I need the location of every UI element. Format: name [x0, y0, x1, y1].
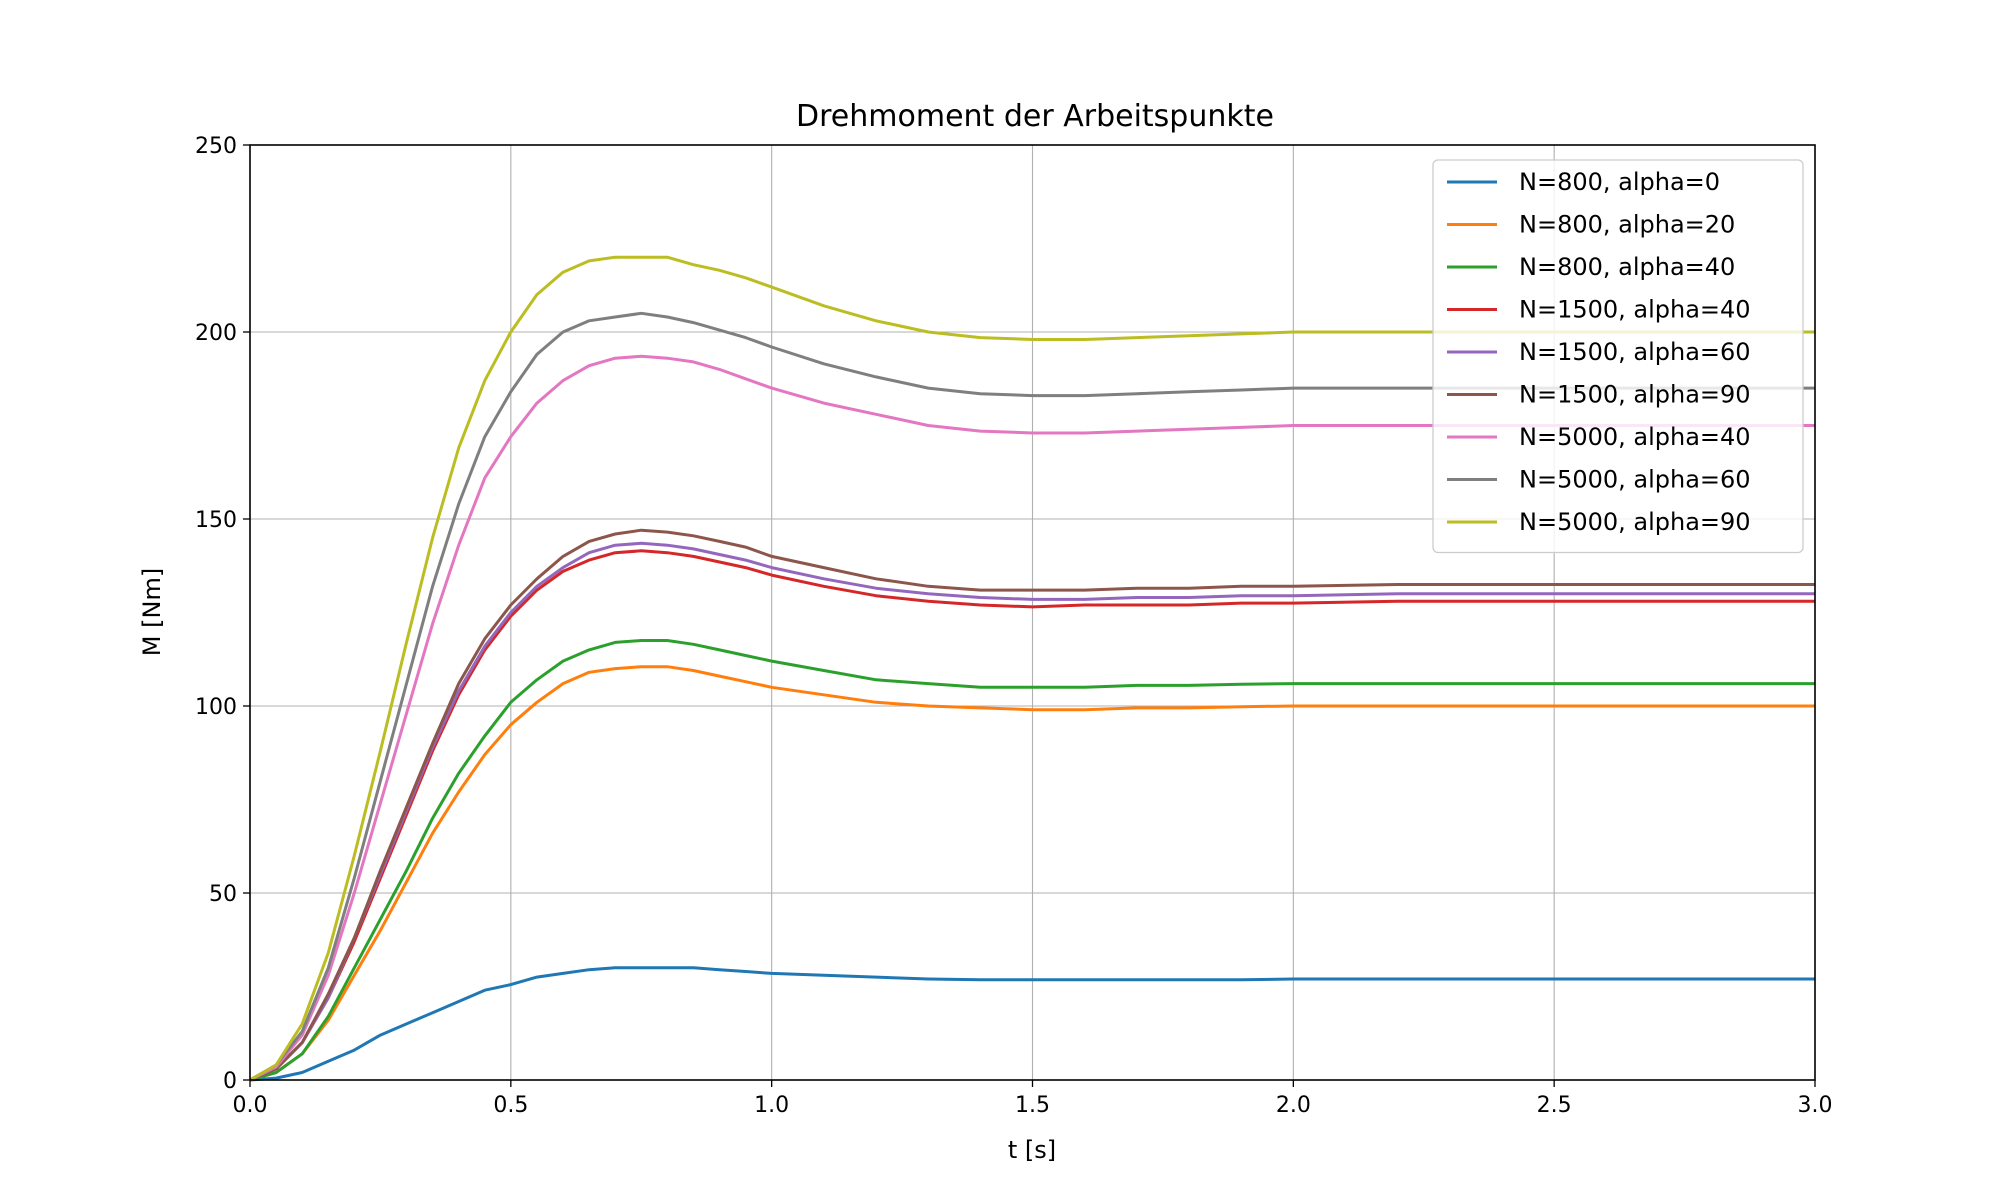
series-line-2: [249, 665, 1815, 1082]
x-tick-label: 1.0: [754, 1093, 789, 1118]
y-tick-label: 50: [209, 882, 237, 907]
legend-label: N=1500, alpha=40: [1519, 296, 1751, 324]
legend-label: N=800, alpha=0: [1519, 168, 1720, 196]
y-axis: 0 50 100 150 200 250: [195, 134, 250, 1094]
y-tick-label: 0: [223, 1069, 237, 1094]
x-tick-label: 3.0: [1798, 1093, 1833, 1118]
series-line-3: [249, 639, 1815, 1082]
x-tick-label: 0.5: [493, 1093, 528, 1118]
y-tick-label: 150: [195, 508, 237, 533]
x-tick-label: 2.5: [1537, 1093, 1572, 1118]
legend-box: [1432, 159, 1804, 554]
legend-label: N=1500, alpha=60: [1519, 338, 1751, 366]
x-tick-label: 2.0: [1276, 1093, 1311, 1118]
x-axis: 0.0 0.5 1.0 1.5 2.0 2.5 3.0: [233, 1080, 1833, 1118]
series-line-8: [249, 311, 1815, 1082]
y-tick-label: 100: [195, 695, 237, 720]
x-tick-label: 0.0: [233, 1093, 268, 1118]
legend-label: N=800, alpha=40: [1519, 253, 1735, 281]
series-line-1: [249, 966, 1815, 1082]
legend-label: N=5000, alpha=90: [1519, 508, 1751, 536]
y-tick-label: 200: [195, 321, 237, 346]
legend: N=800, alpha=0 N=800, alpha=20 N=800, alph…: [1432, 159, 1804, 554]
legend-label: N=800, alpha=20: [1519, 211, 1735, 239]
legend-label: N=1500, alpha=90: [1519, 381, 1751, 409]
legend-label: N=5000, alpha=40: [1519, 423, 1751, 451]
series-line-6: [249, 528, 1815, 1082]
series-layer: [249, 255, 1815, 1082]
series-line-7: [249, 354, 1815, 1082]
y-axis-label: M [Nm]: [138, 568, 166, 656]
x-axis-label: t [s]: [1008, 1136, 1056, 1164]
y-tick-label: 250: [195, 134, 237, 159]
legend-label: N=5000, alpha=60: [1519, 466, 1751, 494]
x-tick-label: 1.5: [1015, 1093, 1050, 1118]
chart-title: Drehmoment der Arbeitspunkte: [796, 99, 1274, 134]
series-line-9: [249, 255, 1815, 1082]
